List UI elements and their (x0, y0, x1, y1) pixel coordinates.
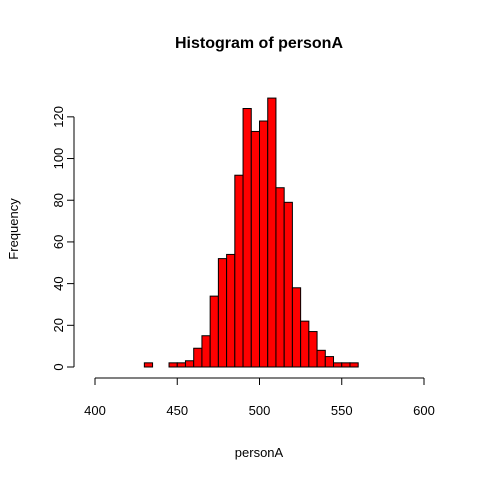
histogram-bar (275, 187, 285, 368)
histogram-bar (316, 349, 326, 368)
histogram-bar (168, 362, 178, 368)
chart-title: Histogram of personA (175, 35, 343, 52)
y-tick-label: 40 (51, 276, 66, 290)
x-tick-label: 400 (84, 403, 106, 418)
histogram-bar (259, 120, 269, 368)
x-axis-label: personA (235, 445, 284, 460)
histogram-bar (300, 320, 310, 368)
histogram-bar (209, 295, 219, 368)
histogram-bar (341, 362, 351, 368)
y-tick-label: 20 (51, 318, 66, 332)
histogram-bar (226, 253, 236, 368)
x-axis: 400 450 500 550 600 (84, 377, 435, 418)
histogram-bar (308, 331, 318, 368)
histogram-bar (250, 130, 260, 368)
histogram-bars (143, 97, 359, 368)
histogram-bar (333, 362, 343, 368)
histogram-bar (176, 362, 186, 368)
x-tick-label: 600 (413, 403, 435, 418)
x-tick-label: 550 (331, 403, 353, 418)
histogram-bar (324, 356, 335, 368)
x-tick-label: 500 (249, 403, 271, 418)
y-axis-label: Frequency (6, 198, 21, 260)
histogram-bar (283, 201, 293, 368)
histogram-bar (201, 335, 211, 368)
histogram-bar (349, 362, 359, 368)
y-tick-label: 80 (51, 193, 66, 207)
histogram-bar (193, 347, 203, 368)
y-tick-label: 100 (51, 148, 66, 170)
y-tick-label: 60 (51, 235, 66, 249)
histogram-bar (217, 258, 228, 368)
y-tick-label: 0 (51, 363, 66, 370)
histogram-bar (234, 174, 244, 368)
histogram-bar (143, 362, 154, 368)
histogram-bar (184, 360, 195, 368)
histogram-bar (291, 287, 302, 368)
x-tick-label: 450 (166, 403, 188, 418)
histogram-bar (242, 108, 252, 368)
y-axis: 0 20 40 60 80 100 120 (51, 106, 75, 371)
y-tick-label: 120 (51, 106, 66, 128)
histogram-bar (267, 97, 277, 368)
